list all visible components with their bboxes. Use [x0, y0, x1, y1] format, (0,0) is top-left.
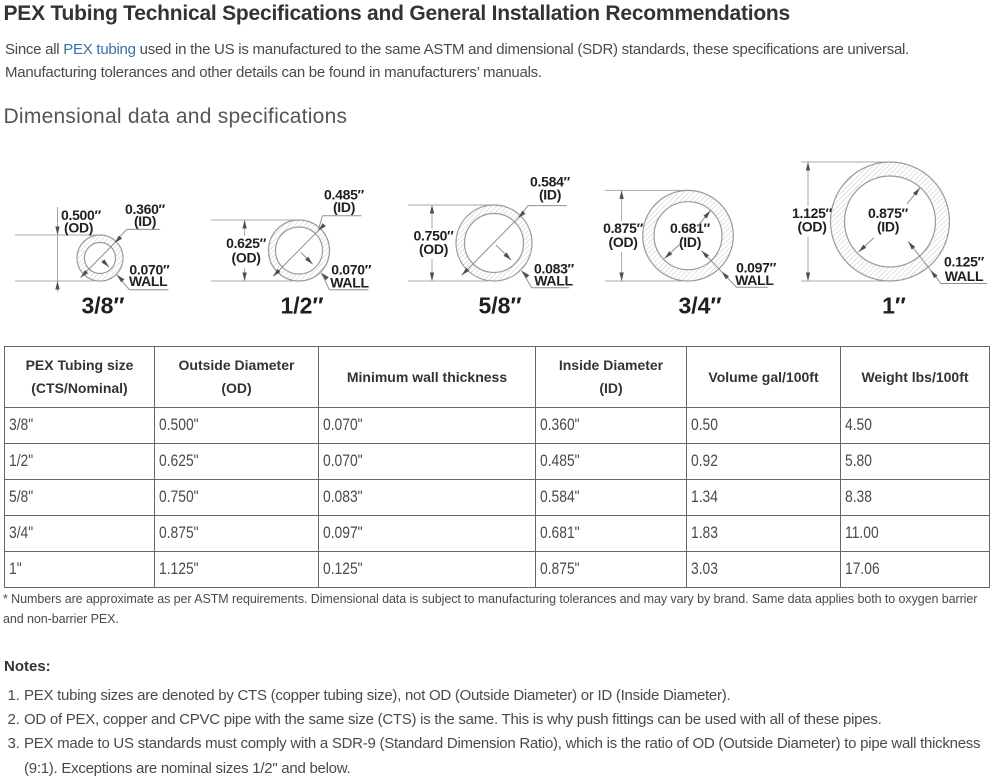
svg-text:0.070″: 0.070″: [129, 261, 170, 277]
svg-text:(OD): (OD): [419, 241, 448, 257]
svg-text:(ID): (ID): [134, 213, 156, 229]
svg-text:1″: 1″: [882, 293, 906, 319]
svg-text:3/8″: 3/8″: [82, 293, 125, 319]
svg-text:WALL: WALL: [534, 272, 573, 288]
svg-text:(ID): (ID): [679, 234, 701, 250]
svg-text:(ID): (ID): [333, 199, 355, 215]
svg-text:0.750″: 0.750″: [414, 228, 455, 244]
svg-text:1.125″: 1.125″: [792, 205, 833, 221]
svg-text:WALL: WALL: [735, 272, 774, 288]
svg-text:5/8″: 5/8″: [479, 293, 522, 319]
svg-text:3/4″: 3/4″: [679, 293, 722, 319]
svg-text:(ID): (ID): [877, 218, 899, 234]
svg-text:WALL: WALL: [330, 274, 369, 290]
svg-text:0.083″: 0.083″: [534, 260, 575, 276]
svg-text:(OD): (OD): [64, 220, 93, 236]
svg-text:(OD): (OD): [232, 250, 261, 266]
svg-text:0.360″: 0.360″: [125, 201, 166, 217]
svg-text:WALL: WALL: [129, 273, 168, 289]
svg-text:0.485″: 0.485″: [324, 187, 365, 203]
svg-text:(OD): (OD): [609, 234, 638, 250]
svg-text:(OD): (OD): [797, 219, 826, 235]
svg-text:0.097″: 0.097″: [736, 259, 777, 275]
svg-text:(ID): (ID): [539, 187, 561, 203]
svg-text:0.125″: 0.125″: [944, 254, 985, 270]
svg-text:0.070″: 0.070″: [331, 262, 372, 278]
svg-text:0.681″: 0.681″: [670, 220, 711, 236]
svg-text:0.625″: 0.625″: [226, 235, 267, 251]
svg-text:0.500″: 0.500″: [61, 207, 102, 223]
svg-text:0.584″: 0.584″: [530, 173, 571, 189]
svg-text:0.875″: 0.875″: [603, 220, 644, 236]
svg-text:0.875″: 0.875″: [868, 205, 909, 221]
svg-text:1/2″: 1/2″: [281, 293, 324, 319]
svg-text:WALL: WALL: [945, 268, 984, 284]
